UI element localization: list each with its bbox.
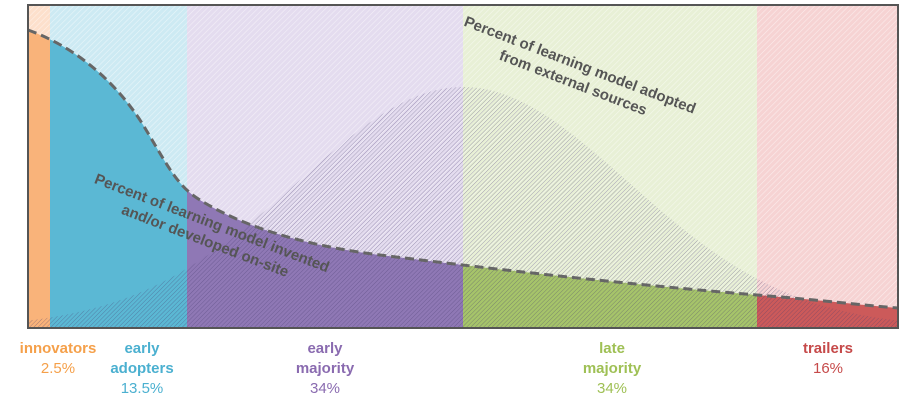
segment-label: late bbox=[599, 340, 625, 357]
segment-share: 13.5% bbox=[121, 380, 164, 397]
segment-share: 34% bbox=[310, 380, 340, 397]
segment-label: innovators bbox=[20, 340, 97, 357]
segment-share: 2.5% bbox=[41, 360, 75, 377]
segment-label: majority bbox=[583, 360, 642, 377]
bell-curve bbox=[28, 87, 898, 328]
segment-label: adopters bbox=[110, 360, 173, 377]
segment-labels: innovators 2.5% early adopters 13.5% early maj… bbox=[20, 340, 853, 397]
segment-label: majority bbox=[296, 360, 355, 377]
segment-label: early bbox=[124, 340, 160, 357]
segment-solid bbox=[28, 30, 50, 328]
segment-hatch bbox=[757, 5, 898, 328]
segment-label: trailers bbox=[803, 340, 853, 357]
segment-share: 16% bbox=[813, 360, 843, 377]
segment-label: early bbox=[307, 340, 343, 357]
onsite-curve bbox=[27, 28, 899, 310]
frame bbox=[27, 4, 899, 329]
segment-share: 34% bbox=[597, 380, 627, 397]
